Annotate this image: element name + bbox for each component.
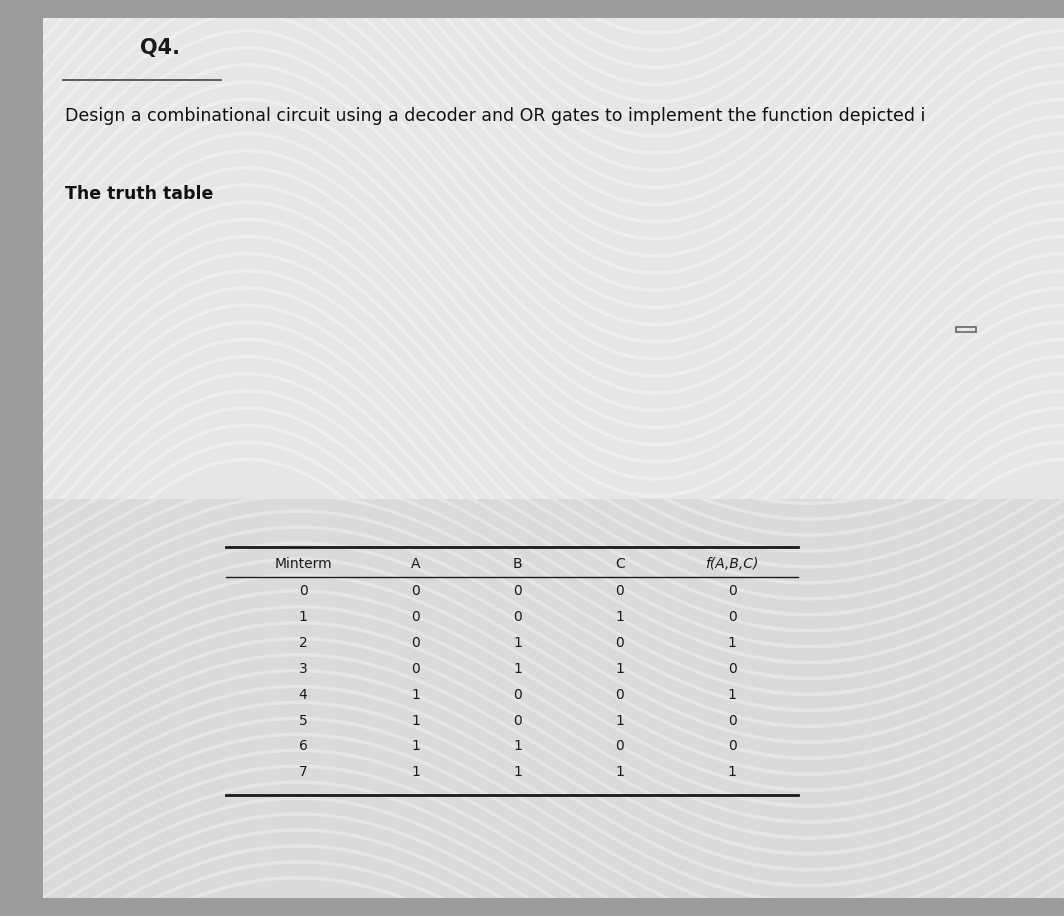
Text: 0: 0 bbox=[728, 661, 736, 676]
Text: 1: 1 bbox=[299, 610, 307, 624]
Text: 1: 1 bbox=[728, 636, 736, 649]
Text: 0: 0 bbox=[299, 584, 307, 598]
FancyBboxPatch shape bbox=[43, 499, 1064, 898]
Text: Q4.: Q4. bbox=[139, 38, 180, 58]
Text: 1: 1 bbox=[411, 688, 420, 702]
Text: 1: 1 bbox=[615, 661, 625, 676]
Text: 0: 0 bbox=[513, 610, 522, 624]
Text: 1: 1 bbox=[513, 636, 522, 649]
Text: 0: 0 bbox=[728, 714, 736, 727]
Text: 1: 1 bbox=[615, 714, 625, 727]
Text: 0: 0 bbox=[615, 688, 625, 702]
Text: The truth table: The truth table bbox=[65, 185, 214, 203]
Text: 0: 0 bbox=[513, 584, 522, 598]
Text: 0: 0 bbox=[411, 661, 420, 676]
Text: 0: 0 bbox=[615, 584, 625, 598]
Text: 6: 6 bbox=[299, 739, 307, 754]
Text: 1: 1 bbox=[615, 610, 625, 624]
Text: 0: 0 bbox=[513, 714, 522, 727]
Text: 1: 1 bbox=[411, 739, 420, 754]
Text: 1: 1 bbox=[615, 766, 625, 780]
Text: 4: 4 bbox=[299, 688, 307, 702]
Text: 1: 1 bbox=[411, 714, 420, 727]
Text: Design a combinational circuit using a decoder and OR gates to implement the fun: Design a combinational circuit using a d… bbox=[65, 106, 926, 125]
Text: 1: 1 bbox=[513, 661, 522, 676]
Text: 1: 1 bbox=[411, 766, 420, 780]
Text: A: A bbox=[411, 557, 420, 571]
Text: 0: 0 bbox=[513, 688, 522, 702]
Text: 0: 0 bbox=[728, 739, 736, 754]
Text: Minterm: Minterm bbox=[275, 557, 332, 571]
FancyBboxPatch shape bbox=[43, 18, 1064, 508]
Text: 1: 1 bbox=[728, 688, 736, 702]
Text: 1: 1 bbox=[513, 766, 522, 780]
Text: B: B bbox=[513, 557, 522, 571]
Text: 0: 0 bbox=[411, 584, 420, 598]
Text: 0: 0 bbox=[728, 584, 736, 598]
Text: 3: 3 bbox=[299, 661, 307, 676]
Text: 7: 7 bbox=[299, 766, 307, 780]
Text: 2: 2 bbox=[299, 636, 307, 649]
Text: 0: 0 bbox=[728, 610, 736, 624]
Text: 0: 0 bbox=[411, 636, 420, 649]
Text: 5: 5 bbox=[299, 714, 307, 727]
Text: 1: 1 bbox=[513, 739, 522, 754]
Text: C: C bbox=[615, 557, 625, 571]
Text: 0: 0 bbox=[411, 610, 420, 624]
Text: 1: 1 bbox=[728, 766, 736, 780]
Text: f(A,B,C): f(A,B,C) bbox=[705, 557, 759, 571]
Text: 0: 0 bbox=[615, 636, 625, 649]
Text: 0: 0 bbox=[615, 739, 625, 754]
